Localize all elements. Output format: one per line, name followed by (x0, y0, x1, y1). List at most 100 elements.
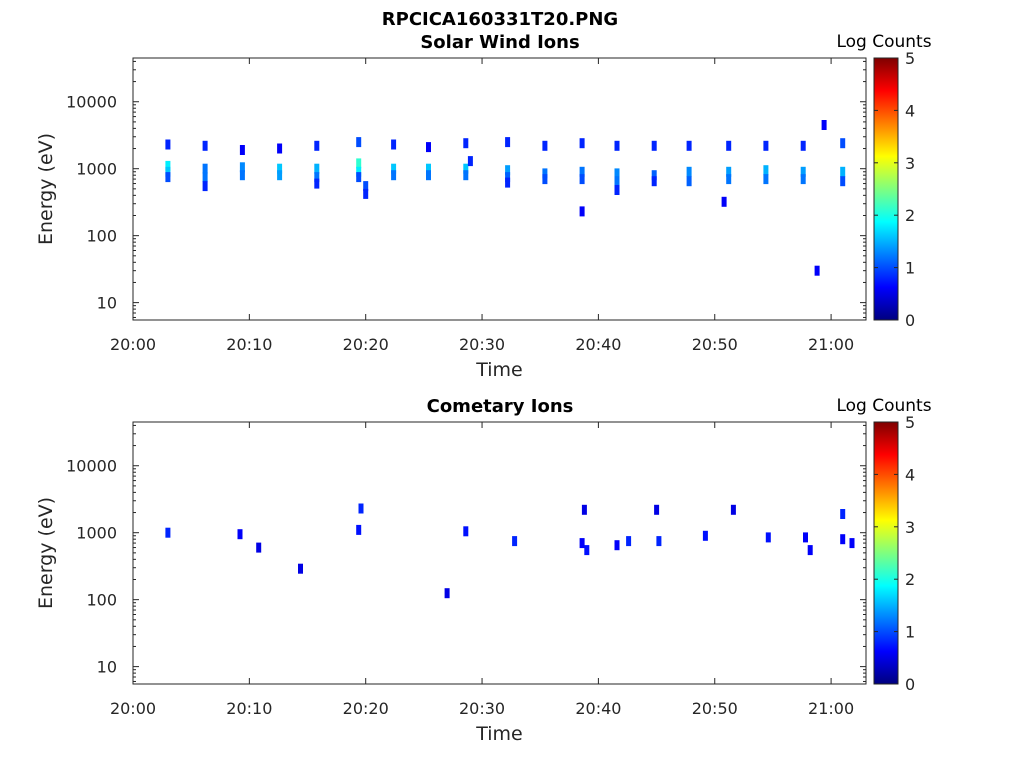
heatmap-cell (614, 140, 620, 151)
heatmap-cell (626, 536, 632, 547)
heatmap-cell (277, 170, 283, 181)
heatmap-cell (840, 138, 846, 149)
heatmap-cell (463, 170, 469, 181)
heatmap-cell (579, 206, 585, 217)
y-axis-label: Energy (eV) (35, 133, 57, 245)
heatmap-cell (202, 163, 208, 174)
figure-title: RPCICA160331T20.PNG (382, 9, 618, 30)
colorbar-tick-label: 5 (905, 413, 915, 432)
y-tick-label: 10000 (66, 457, 117, 476)
heatmap-cell (651, 170, 657, 181)
heatmap-cell (686, 166, 692, 177)
x-tick-label: 20:10 (226, 335, 272, 354)
plot-area (133, 58, 866, 320)
heatmap-cell (730, 504, 736, 515)
heatmap-cell (840, 166, 846, 177)
panel-title: Cometary Ions (427, 396, 574, 417)
x-axis-label: Time (475, 359, 523, 381)
heatmap-cell (256, 542, 262, 553)
heatmap-cell (165, 527, 171, 538)
heatmap-cell (277, 143, 283, 154)
y-tick-label: 10 (97, 294, 117, 313)
heatmap-cell (277, 163, 283, 174)
colorbar-tick-label: 1 (905, 259, 915, 278)
heatmap-cell (614, 168, 620, 179)
heatmap-cell (391, 170, 397, 181)
heatmap-cell (239, 170, 245, 181)
heatmap-cell (202, 140, 208, 151)
heatmap-cell (807, 545, 813, 556)
heatmap-cell (391, 163, 397, 174)
heatmap-cell (763, 165, 769, 176)
x-tick-label: 20:20 (343, 335, 389, 354)
heatmap-cell (358, 503, 364, 514)
heatmap-cell (581, 504, 587, 515)
x-tick-label: 21:00 (808, 335, 854, 354)
x-axis-label: Time (475, 723, 523, 745)
y-axis-label: Energy (eV) (35, 497, 57, 609)
heatmap-cell (202, 181, 208, 192)
colorbar-tick-label: 5 (905, 49, 915, 68)
y-tick-label: 1000 (76, 160, 117, 179)
colorbar (873, 421, 899, 685)
heatmap-cell (763, 140, 769, 151)
heatmap-cell (800, 174, 806, 185)
heatmap-cell (614, 185, 620, 195)
heatmap-cell (239, 145, 245, 155)
heatmap-cell (686, 140, 692, 151)
colorbar-tick-label: 3 (905, 154, 915, 173)
heatmap-cell (165, 166, 171, 177)
x-tick-label: 20:40 (575, 335, 621, 354)
heatmap-cell (356, 172, 362, 183)
colorbar-tick-label: 3 (905, 518, 915, 537)
colorbar-tick-label: 4 (905, 465, 915, 484)
x-tick-label: 20:10 (226, 699, 272, 718)
heatmap-cell (356, 524, 362, 535)
heatmap-cell (298, 563, 303, 574)
colorbar-tick-label: 2 (905, 570, 915, 589)
heatmap-cell (800, 166, 806, 177)
heatmap-cell (726, 174, 732, 185)
heatmap-cell (467, 156, 473, 167)
cometary-ions-panel: Cometary Ions 20:00 20:10 20:20 20:30 20:40 2… (35, 396, 932, 745)
heatmap-cell (614, 540, 620, 551)
heatmap-cell (444, 588, 450, 599)
x-tick-label: 20:00 (110, 335, 156, 354)
y-tick-label: 100 (86, 591, 117, 610)
colorbar-label: Log Counts (836, 396, 931, 416)
heatmap-cell (814, 265, 820, 276)
heatmap-cell (584, 545, 590, 556)
heatmap-cell (800, 140, 806, 151)
heatmap-cell (363, 188, 369, 199)
heatmap-cell (505, 177, 511, 188)
y-tick-label: 10 (97, 658, 117, 677)
colorbar-label: Log Counts (836, 32, 931, 52)
heatmap-cell (579, 538, 585, 549)
heatmap-cell (512, 536, 518, 547)
heatmap-cell (356, 137, 362, 148)
heatmap-cell (314, 140, 320, 151)
heatmap-cell (702, 530, 708, 541)
heatmap-cell (237, 529, 243, 540)
heatmap-cell (542, 174, 548, 185)
heatmap-cell (654, 504, 660, 515)
y-tick-label: 100 (86, 227, 117, 246)
heatmap-cell (726, 166, 732, 177)
x-tick-label: 20:20 (343, 699, 389, 718)
heatmap-cell (721, 196, 727, 207)
colorbar (873, 57, 899, 321)
heatmap-cell (426, 163, 431, 174)
plot-area (133, 422, 866, 684)
heatmap-cell (840, 534, 846, 545)
heatmap-cell (314, 172, 320, 183)
heatmap-cell (614, 176, 620, 187)
heatmap-cell (314, 178, 320, 189)
heatmap-cell (726, 140, 732, 151)
solar-wind-ions-panel: Solar Wind Ions 20:00 20:10 20:20 20:30 20:4… (35, 32, 932, 381)
x-tick-label: 20:00 (110, 699, 156, 718)
heatmap-cell (542, 140, 548, 151)
x-tick-label: 20:30 (459, 335, 505, 354)
heatmap-cell (765, 532, 771, 543)
heatmap-cell (579, 174, 585, 185)
